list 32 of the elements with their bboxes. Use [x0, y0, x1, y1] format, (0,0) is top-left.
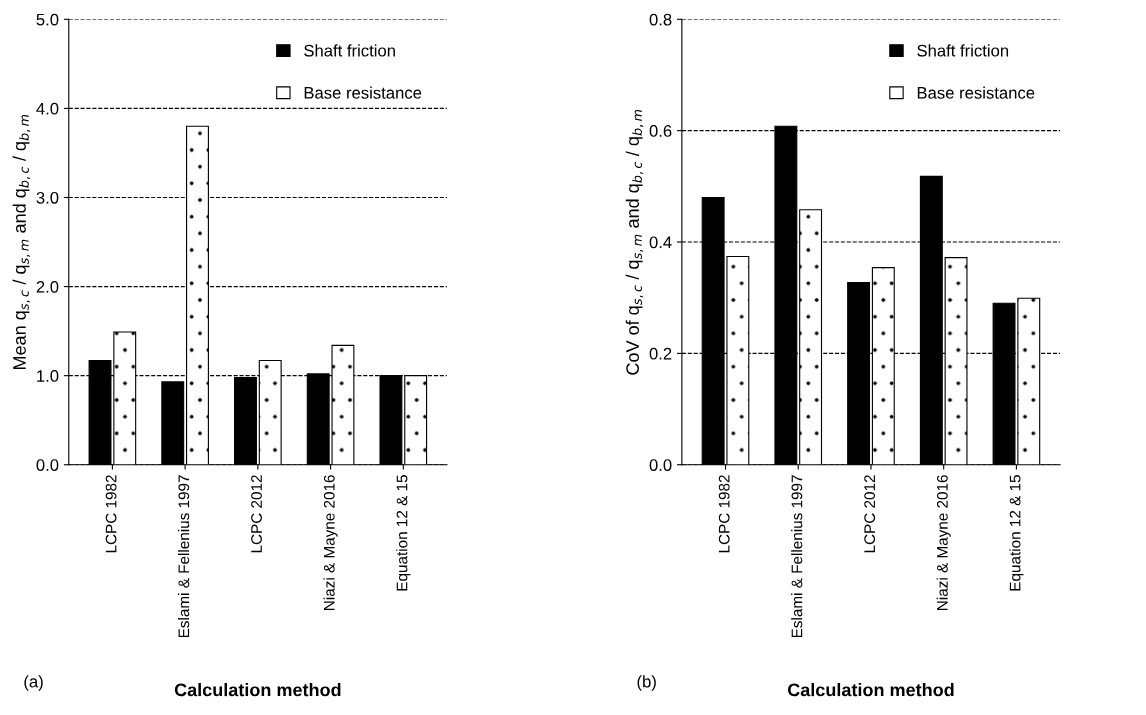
y-tick-label: 1.0	[37, 370, 59, 382]
legend-label: Base resistance	[917, 86, 1035, 99]
x-tick-label: LCPC 2012	[251, 475, 262, 553]
legend-label: Shaft friction	[304, 44, 395, 57]
x-tick-label: Equation 12 & 15	[1009, 475, 1024, 591]
x-axis-title: Calculation method	[174, 683, 341, 697]
y-tick-label: 0.4	[649, 236, 672, 249]
x-tick-label: Niazi & Mayne 2016	[936, 475, 951, 610]
y-tick-label: 5.0	[36, 13, 59, 26]
legend-label: Shaft friction	[917, 44, 1009, 57]
legend-label: Base resistance	[304, 86, 422, 99]
y-tick-label: 0.6	[649, 125, 672, 137]
x-tick-label: Eslami & Fellenius 1997	[791, 475, 803, 638]
text: (b)	[637, 675, 656, 691]
y-tick-label: 4.0	[36, 102, 59, 115]
x-axis-title: Calculation method	[787, 683, 954, 697]
x-tick-label: Niazi & Mayne 2016	[323, 475, 338, 610]
y-tick-label: 0.0	[36, 459, 59, 471]
y-axis-title: Mean q$_{s,c}$ / q$_{s,m}$ and q$_{b,c}$ / q$_{b,m}$	[12, 114, 31, 370]
x-tick-label: LCPC 1982	[718, 475, 730, 553]
x-tick-label: Equation 12 & 15	[396, 475, 411, 591]
y-axis-title: CoV of q$_{s,c}$ / q$_{s,m}$ and q$_{b,c}$ / q$_{b,m}$	[625, 109, 644, 375]
x-tick-label: Eslami & Fellenius 1997	[178, 475, 190, 638]
y-tick-label: 0.2	[649, 347, 672, 360]
bar	[161, 381, 185, 465]
x-tick-label: LCPC 1982	[105, 475, 117, 553]
text: (a)	[24, 675, 43, 691]
y-tick-label: 3.0	[36, 191, 59, 204]
y-tick-label: 2.0	[36, 280, 59, 293]
x-tick-label: LCPC 2012	[864, 475, 876, 553]
y-tick-label: 0.0	[649, 459, 672, 471]
y-tick-label: 0.8	[649, 13, 672, 26]
